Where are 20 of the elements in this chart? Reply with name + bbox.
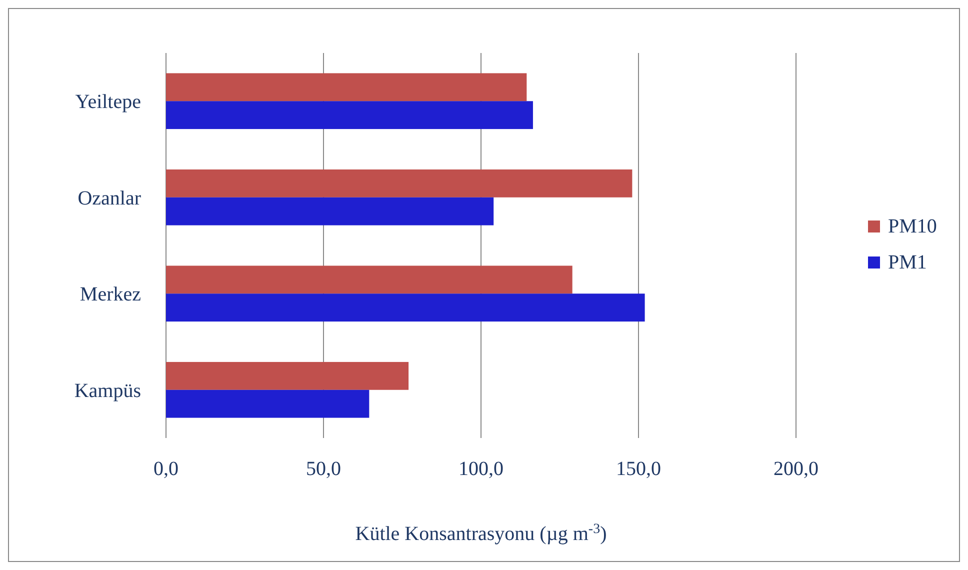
x-tick-label: 50,0 [306, 458, 341, 480]
bar [166, 362, 409, 390]
y-tick-label: Ozanlar [78, 187, 142, 210]
bar [166, 266, 572, 294]
x-tick-label: 200,0 [774, 458, 818, 480]
bar [166, 390, 370, 418]
x-tick-label: 0,0 [154, 458, 178, 480]
bar [166, 294, 645, 322]
bar [166, 169, 632, 198]
legend-label: PM10 [888, 216, 937, 238]
x-axis-title: Kütle Konsantrasyonu (µg m$^{-3}$) [355, 522, 607, 545]
y-tick-label: Kampüs [74, 380, 142, 402]
x-tick-label: 150,0 [616, 458, 661, 480]
legend-label: PM1 [888, 252, 927, 274]
bar [166, 101, 533, 130]
bar [166, 73, 527, 102]
y-tick-label: Yeiltepe [75, 91, 142, 114]
x-tick-label: 100,0 [458, 458, 504, 480]
bar [166, 197, 494, 226]
y-tick-label: Merkez [80, 284, 142, 306]
